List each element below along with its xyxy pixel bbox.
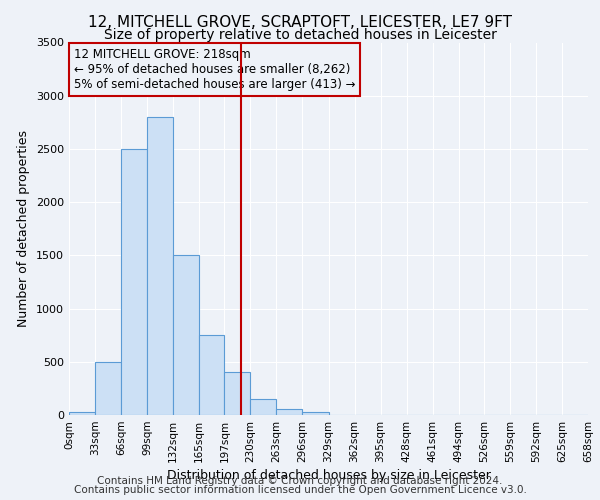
Text: 12, MITCHELL GROVE, SCRAPTOFT, LEICESTER, LE7 9FT: 12, MITCHELL GROVE, SCRAPTOFT, LEICESTER… [88, 15, 512, 30]
Bar [277, 408, 302, 415]
Text: Size of property relative to detached houses in Leicester: Size of property relative to detached ho… [104, 28, 496, 42]
Bar [69, 412, 95, 415]
X-axis label: Distribution of detached houses by size in Leicester: Distribution of detached houses by size … [167, 469, 490, 482]
Bar [147, 117, 173, 415]
Bar [121, 149, 147, 415]
Bar [302, 412, 329, 415]
Text: Contains HM Land Registry data © Crown copyright and database right 2024.: Contains HM Land Registry data © Crown c… [97, 476, 503, 486]
Text: Contains public sector information licensed under the Open Government Licence v3: Contains public sector information licen… [74, 485, 526, 495]
Bar [224, 372, 250, 415]
Y-axis label: Number of detached properties: Number of detached properties [17, 130, 31, 327]
Bar [95, 362, 121, 415]
Text: 12 MITCHELL GROVE: 218sqm
← 95% of detached houses are smaller (8,262)
5% of sem: 12 MITCHELL GROVE: 218sqm ← 95% of detac… [74, 48, 356, 91]
Bar [173, 256, 199, 415]
Bar [250, 399, 277, 415]
Bar [199, 335, 224, 415]
